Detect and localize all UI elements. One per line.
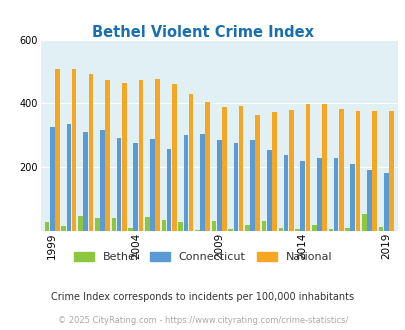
Bar [294,229,299,231]
Bar [194,230,199,231]
Bar [322,104,326,231]
Bar [122,82,126,231]
Bar [383,173,388,231]
Bar [333,158,338,231]
Text: Bethel Violent Crime Index: Bethel Violent Crime Index [92,25,313,40]
Bar [233,143,238,231]
Bar [138,80,143,231]
Bar [205,102,209,231]
Text: Crime Index corresponds to incidents per 100,000 inhabitants: Crime Index corresponds to incidents per… [51,292,354,302]
Bar [278,228,282,231]
Bar [111,217,116,231]
Bar [66,124,71,231]
Bar [45,222,49,231]
Bar [266,150,271,231]
Bar [355,111,359,231]
Bar [378,227,382,231]
Bar [261,221,266,231]
Bar [183,135,188,231]
Bar [361,214,366,231]
Bar [150,140,154,231]
Bar [338,109,343,231]
Bar [95,217,99,231]
Legend: Bethel, Connecticut, National: Bethel, Connecticut, National [69,248,336,267]
Bar [117,138,121,231]
Bar [228,229,232,231]
Bar [172,83,176,231]
Bar [78,216,83,231]
Bar [271,112,276,231]
Bar [178,222,183,231]
Bar [255,115,260,231]
Bar [50,127,55,231]
Bar [72,69,76,231]
Bar [388,111,393,231]
Bar [344,228,349,231]
Bar [188,94,193,231]
Bar [55,69,60,231]
Bar [222,107,226,231]
Bar [245,225,249,231]
Bar [328,229,333,231]
Bar [105,80,110,231]
Bar [316,158,321,231]
Bar [216,140,221,231]
Bar [100,130,104,231]
Bar [371,111,376,231]
Bar [155,80,160,231]
Bar [238,106,243,231]
Bar [88,74,93,231]
Bar [200,134,205,231]
Bar [249,140,254,231]
Bar [83,132,88,231]
Bar [305,104,309,231]
Bar [61,226,66,231]
Bar [145,217,149,231]
Bar [133,143,138,231]
Bar [366,170,371,231]
Bar [311,225,316,231]
Text: © 2025 CityRating.com - https://www.cityrating.com/crime-statistics/: © 2025 CityRating.com - https://www.city… [58,316,347,325]
Bar [166,149,171,231]
Bar [128,228,132,231]
Bar [350,164,354,231]
Bar [300,161,304,231]
Bar [283,155,288,231]
Bar [211,221,216,231]
Bar [288,110,293,231]
Bar [161,220,166,231]
